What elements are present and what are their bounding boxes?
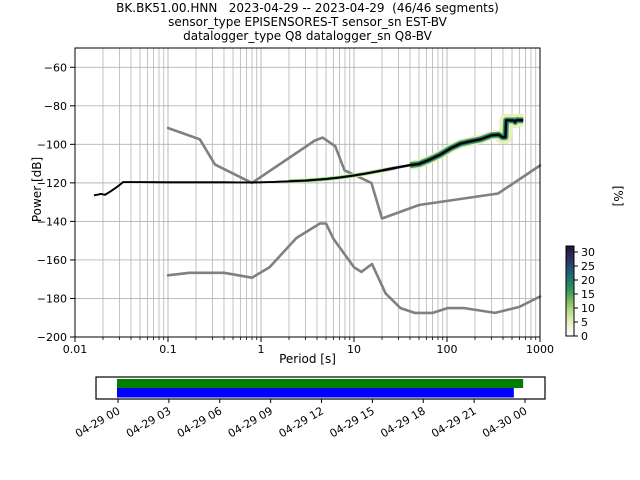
time-tick-label: 04-29 12 (277, 404, 326, 440)
chart-subtitle-sensor: sensor_type EPISENSORES-T sensor_sn EST-… (168, 15, 447, 29)
colorbar-tick-label: 20 (581, 274, 595, 287)
noise-model-high-NHNM (166, 126, 542, 220)
axes-frame (74, 47, 541, 338)
time-tick-label: 04-30 00 (480, 404, 529, 440)
psd-mode-line (93, 119, 524, 197)
y-tick-label: −80 (44, 100, 67, 113)
colorbar-tick-label: 0 (581, 330, 588, 343)
chart-title: BK.BK51.00.HNN 2023-04-29 -- 2023-04-29 … (116, 1, 499, 15)
x-tick-label: 0.1 (159, 343, 177, 356)
colorbar-tick-label: 25 (581, 260, 595, 273)
y-tick-label: −100 (37, 138, 67, 151)
y-tick-label: −120 (37, 177, 67, 190)
x-axis-label: Period [s] (279, 352, 336, 366)
x-tick-label: 1 (258, 343, 265, 356)
x-tick-label: 100 (437, 343, 458, 356)
y-tick-label: −180 (37, 292, 67, 305)
time-tick-label: 04-29 21 (429, 404, 478, 440)
x-tick-label: 0.01 (63, 343, 88, 356)
time-tick-label: 04-29 03 (124, 404, 173, 440)
x-tick-label: 10 (347, 343, 361, 356)
time-tick-label: 04-29 18 (378, 404, 427, 440)
y-axis-label: Power [dB] (30, 156, 44, 223)
colorbar-label: [%] (611, 185, 625, 207)
time-tick-label: 04-29 06 (175, 404, 224, 440)
colorbar-gradient (565, 245, 575, 337)
y-tick-label: −200 (37, 331, 67, 344)
time-tick-label: 04-29 09 (226, 404, 275, 440)
x-tick-label: 1000 (526, 343, 554, 356)
y-tick-label: −60 (44, 61, 67, 74)
time-tick-label: 04-29 00 (73, 404, 122, 440)
colorbar-tick-label: 5 (581, 316, 588, 329)
coverage-used-bar (117, 388, 514, 398)
colorbar-tick-label: 10 (581, 302, 595, 315)
coverage-data-bar (117, 379, 524, 388)
colorbar-tick-label: 15 (581, 288, 595, 301)
chart-subtitle-datalogger: datalogger_type Q8 datalogger_sn Q8-BV (183, 29, 432, 43)
y-tick-label: −140 (37, 215, 67, 228)
time-tick-label: 04-29 15 (328, 404, 377, 440)
y-tick-label: −160 (37, 254, 67, 267)
colorbar-tick-label: 30 (581, 246, 595, 259)
noise-model-low-NLNM (166, 222, 542, 315)
